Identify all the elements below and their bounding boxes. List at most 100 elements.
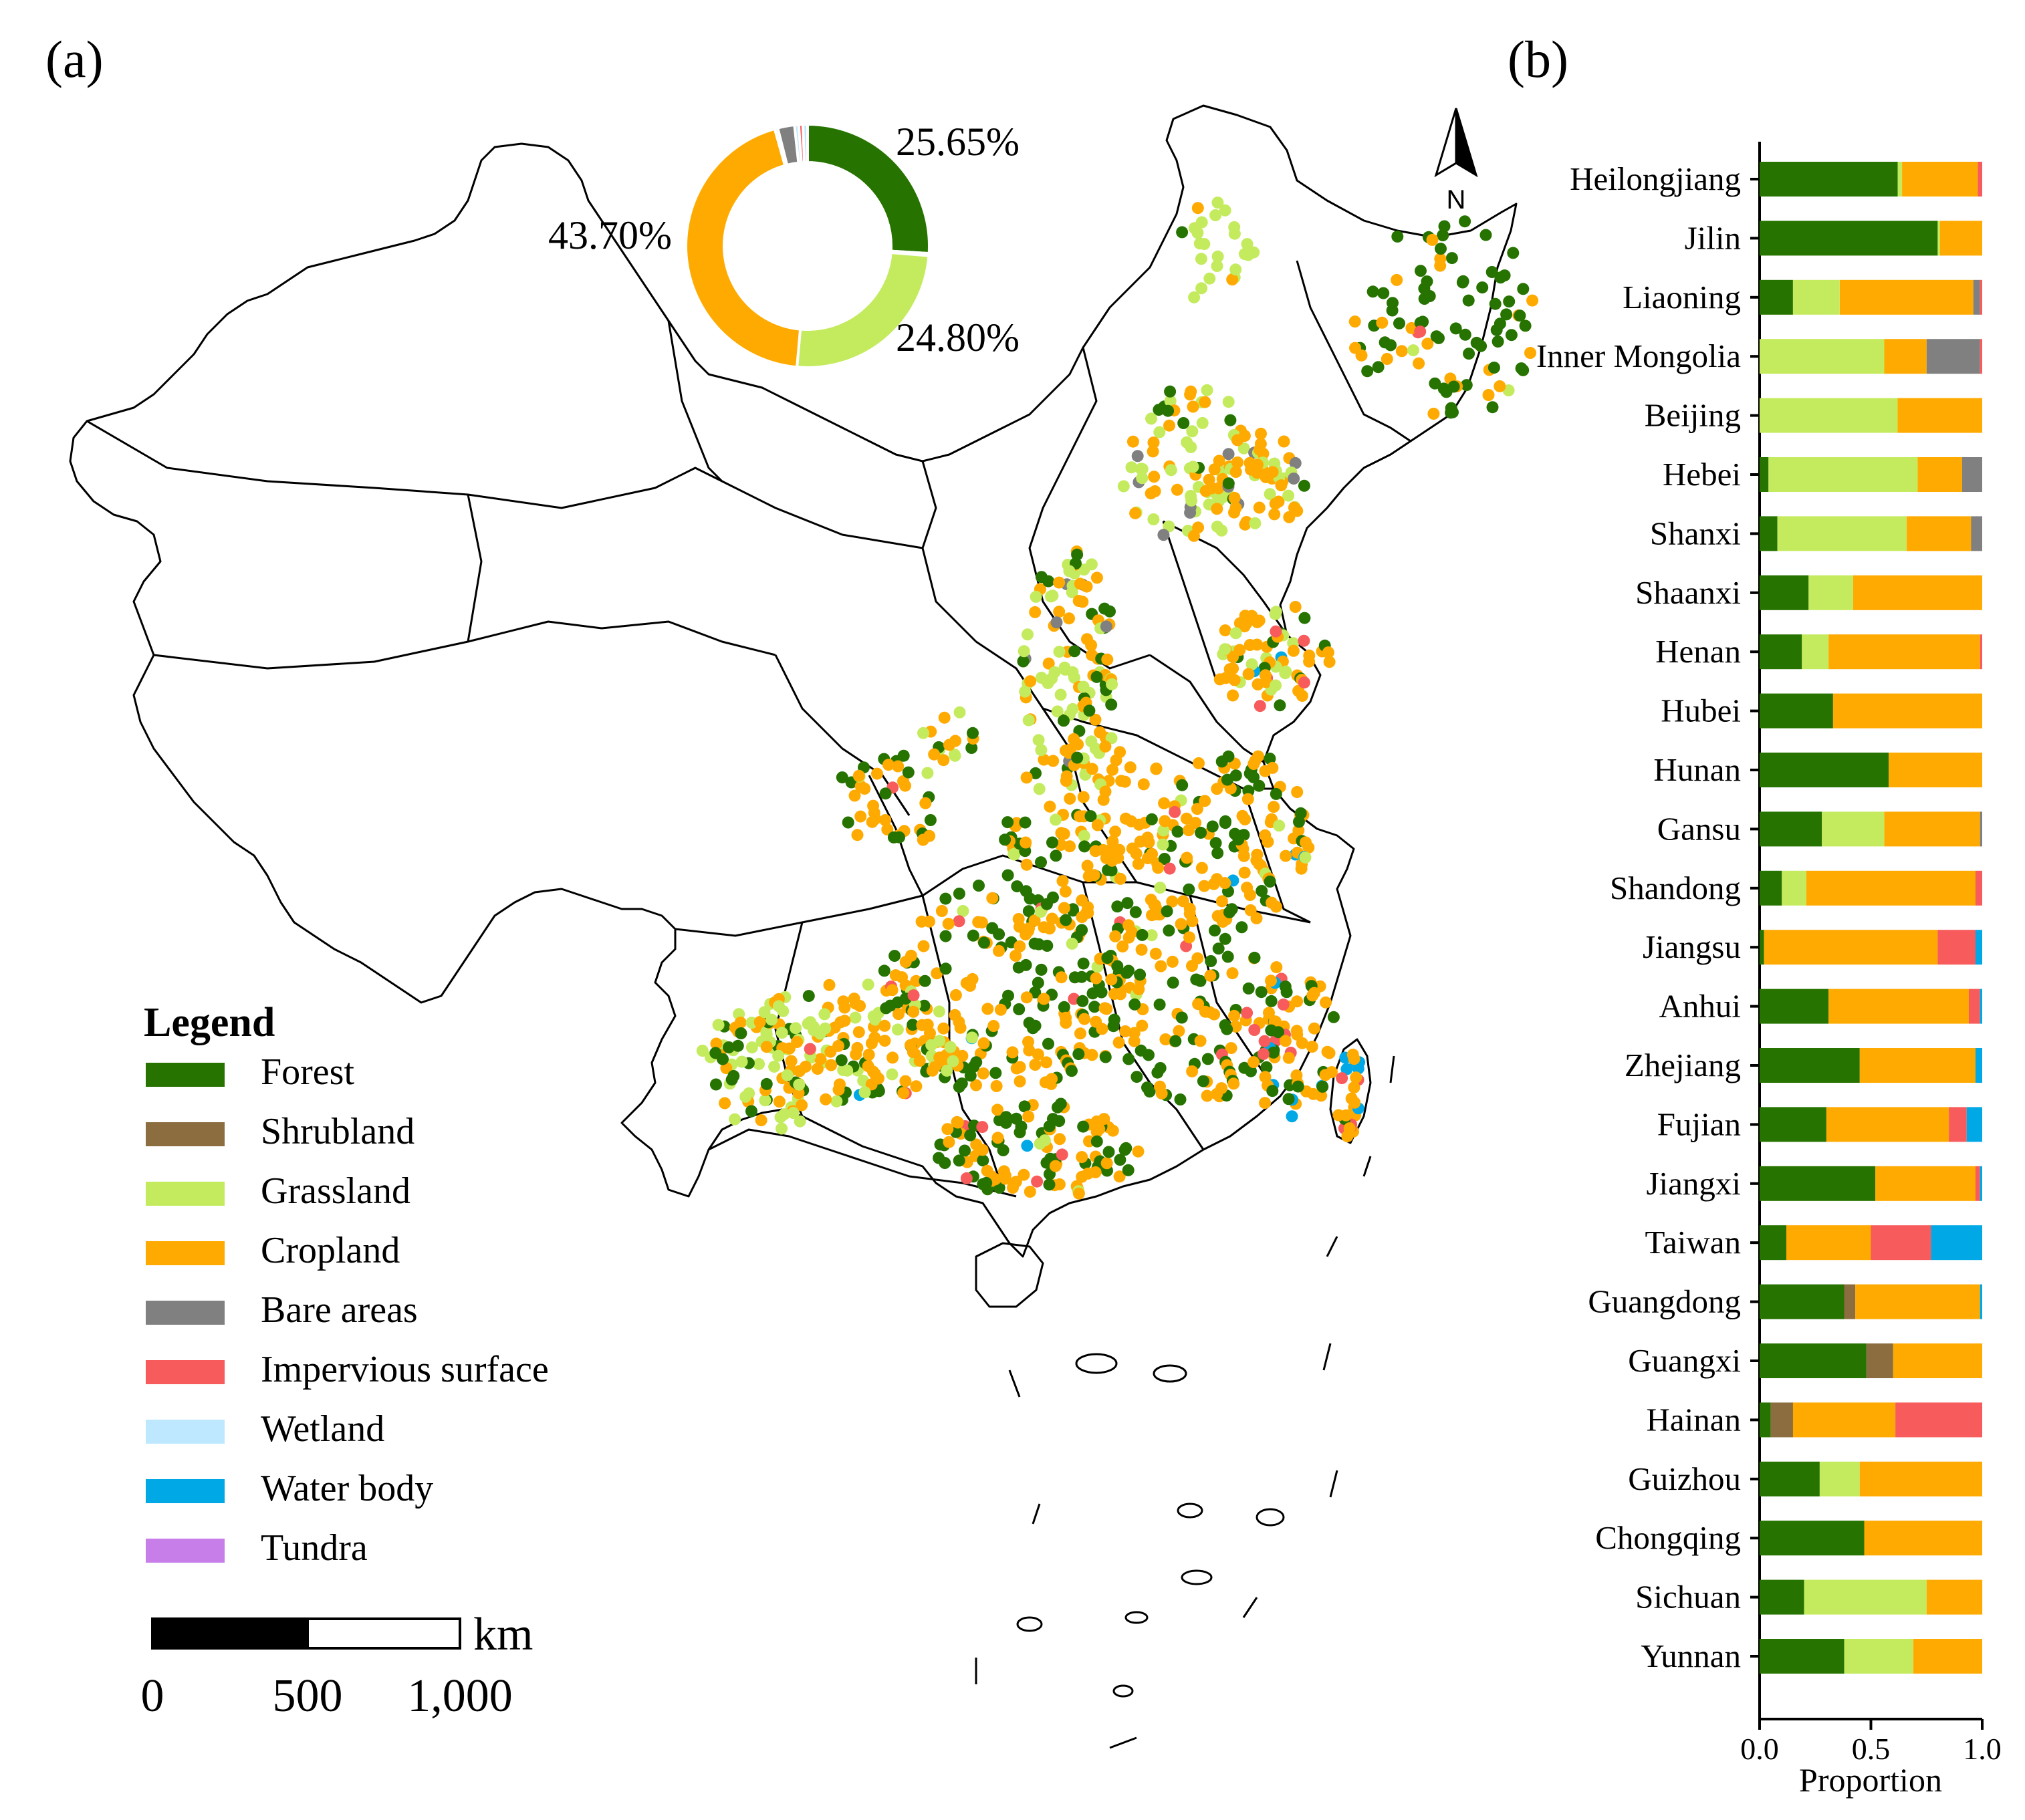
sample-point (957, 905, 969, 917)
sample-point (933, 1005, 945, 1018)
sample-point (852, 769, 865, 782)
sample-point (1242, 668, 1255, 680)
sample-point (1211, 910, 1224, 922)
sample-point (1135, 943, 1148, 956)
sample-point (1265, 1024, 1278, 1037)
sample-point (1068, 671, 1080, 684)
sample-point (841, 1064, 854, 1077)
sample-point (1094, 726, 1106, 739)
sample-point (951, 1116, 963, 1128)
bar-segment-forest (1760, 1284, 1844, 1319)
sample-point (1253, 779, 1266, 792)
bar-segment-grassland (1808, 575, 1853, 610)
sample-point (986, 892, 999, 904)
sample-point (1125, 461, 1138, 474)
sample-point (947, 1055, 959, 1067)
sample-point (990, 1080, 1003, 1092)
sample-point (1038, 1134, 1051, 1147)
sample-point (953, 1081, 965, 1093)
sample-point (802, 990, 815, 1003)
sample-point (852, 1026, 865, 1039)
sample-point (1192, 998, 1205, 1011)
sample-point (1091, 819, 1104, 831)
sample-point (1249, 755, 1262, 767)
sample-point (949, 989, 962, 1001)
sample-point (907, 1019, 919, 1031)
sample-point (793, 1078, 806, 1091)
sample-point (1032, 977, 1044, 989)
sample-point (1008, 848, 1021, 861)
sample-point (1256, 885, 1268, 897)
sample-point (1323, 1047, 1336, 1059)
sample-point (785, 1055, 798, 1067)
sample-point (1166, 895, 1179, 908)
sample-point (1122, 1164, 1135, 1176)
sample-point (1114, 872, 1126, 885)
bar-segment-cropland (1859, 1048, 1976, 1083)
sample-point (1259, 1071, 1272, 1083)
sample-point (1043, 1178, 1056, 1191)
sample-point (1173, 1025, 1185, 1037)
sample-point (1224, 414, 1237, 426)
sample-point (1013, 1003, 1026, 1015)
bar-segment-cropland (1864, 1521, 1982, 1556)
sample-point (1040, 1056, 1053, 1069)
sample-point (1205, 955, 1217, 967)
sample-point (1291, 786, 1304, 798)
sample-point (1081, 633, 1093, 646)
sample-point (1306, 1041, 1318, 1053)
sample-point (1042, 657, 1055, 670)
sample-point (1191, 803, 1203, 815)
sample-point (1056, 1148, 1068, 1161)
sample-point (1075, 970, 1088, 983)
bar-segment-forest (1760, 575, 1809, 610)
bar-segment-water-body (1980, 989, 1982, 1024)
sample-point (755, 1114, 767, 1127)
sample-point (1241, 238, 1254, 251)
sample-point (1171, 483, 1183, 496)
scale-bar: km 0 500 1,000 (141, 1609, 533, 1722)
sample-point (1167, 977, 1179, 989)
sample-point (977, 1037, 990, 1049)
sample-point (1117, 480, 1130, 493)
sample-point (1211, 197, 1224, 209)
sample-point (1106, 678, 1118, 690)
sample-point (1221, 1023, 1233, 1035)
bar-segment-cropland (1902, 162, 1978, 197)
sample-point (854, 810, 867, 823)
sample-point (966, 1031, 978, 1044)
sample-point (1489, 297, 1502, 310)
sample-point (814, 1027, 826, 1040)
sample-point (1134, 968, 1147, 981)
sample-point (1462, 294, 1475, 307)
sample-point (1503, 295, 1516, 308)
north-arrow: N (1434, 108, 1478, 215)
sample-point (1372, 361, 1385, 374)
sample-point (1201, 1089, 1213, 1102)
sample-point (1150, 762, 1163, 775)
bar-segment-cropland (1859, 1461, 1982, 1497)
sample-point (1101, 653, 1114, 666)
sample-point (1270, 606, 1282, 618)
sample-point (1343, 1122, 1356, 1135)
sample-point (1046, 1073, 1058, 1085)
sample-point (823, 979, 836, 991)
sample-point (1130, 1071, 1143, 1083)
bar-segment-grassland (1819, 1461, 1860, 1497)
sample-point (954, 1021, 967, 1034)
sample-point (1171, 825, 1184, 838)
sample-point (1133, 983, 1145, 995)
sample-point (1128, 998, 1141, 1011)
sample-point (696, 1045, 709, 1057)
country-outline (69, 104, 1518, 1258)
sample-point (723, 1041, 735, 1053)
legend-label: Water body (261, 1468, 433, 1509)
sample-point (1136, 928, 1149, 941)
legend-swatch-wetland (146, 1420, 225, 1444)
bar-segment-grassland (1782, 870, 1806, 906)
sample-point (1151, 1066, 1164, 1079)
sample-point (1413, 357, 1425, 370)
sample-point (1076, 894, 1088, 907)
sample-point (1204, 969, 1217, 982)
sample-point (1263, 1007, 1275, 1019)
